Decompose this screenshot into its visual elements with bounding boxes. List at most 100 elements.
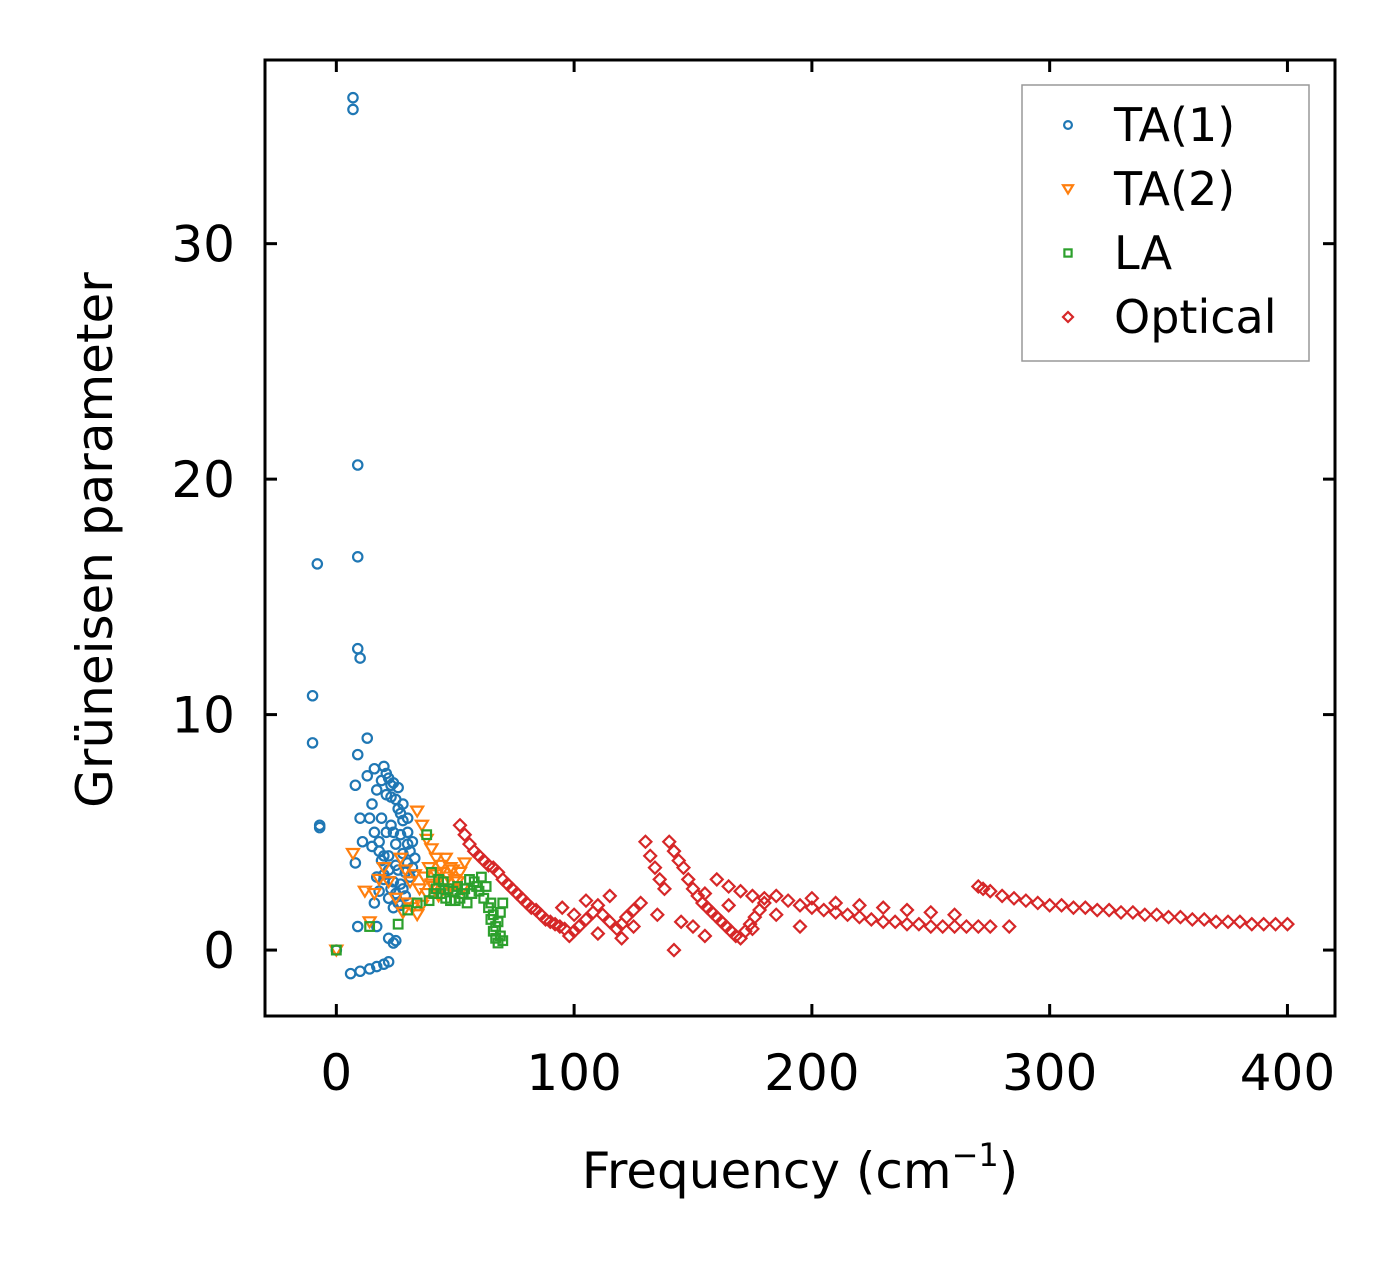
data-point [602, 888, 618, 904]
data-point [397, 798, 409, 810]
data-point [485, 897, 497, 909]
data-point [380, 876, 397, 890]
data-point [958, 918, 975, 935]
data-point [680, 871, 696, 887]
data-point [1149, 907, 1165, 923]
data-point [345, 847, 361, 862]
data-point [851, 897, 868, 913]
data-point [792, 918, 808, 935]
data-point [351, 459, 364, 471]
legend-marker [1061, 184, 1075, 196]
data-point [437, 852, 454, 866]
data-point [1018, 893, 1034, 909]
y-tick-label: 0 [203, 922, 235, 980]
data-point [389, 934, 402, 947]
data-point [875, 900, 891, 916]
data-point [385, 779, 397, 792]
data-point [370, 960, 383, 973]
data-point [911, 916, 927, 932]
data-point [409, 909, 426, 923]
data-point [780, 893, 796, 909]
data-point [364, 921, 376, 932]
legend-entry: LA [1063, 226, 1173, 280]
data-point [411, 883, 428, 897]
data-point [387, 826, 400, 839]
data-point [351, 551, 364, 563]
data-point [666, 942, 682, 958]
data-point [970, 918, 986, 935]
data-point [366, 798, 378, 810]
data-point [349, 857, 362, 869]
data-point [366, 887, 383, 902]
data-point [566, 907, 582, 923]
data-point [363, 812, 376, 824]
data-point [721, 878, 737, 895]
data-point [1042, 897, 1058, 913]
data-point [371, 873, 388, 887]
data-point [411, 897, 423, 909]
data-point [387, 937, 400, 949]
data-point [752, 902, 768, 918]
y-tick-label: 10 [171, 687, 235, 745]
data-point [804, 890, 820, 906]
plot-area [306, 91, 1296, 980]
data-point [351, 642, 364, 655]
data-point [375, 774, 388, 787]
data-point [590, 926, 606, 942]
data-point [637, 834, 654, 850]
legend-label: TA(2) [1113, 162, 1235, 216]
data-point [1220, 914, 1236, 930]
data-point [732, 883, 749, 899]
data-point [492, 937, 504, 949]
data-point [1137, 907, 1153, 923]
axis-ticks [265, 60, 1335, 1016]
data-point [354, 965, 366, 978]
data-point [401, 826, 414, 839]
data-point [1077, 900, 1093, 916]
data-point [354, 652, 366, 664]
x-tick-label: 400 [1240, 1044, 1335, 1102]
x-tick-label: 300 [1002, 1044, 1097, 1102]
data-point [389, 838, 402, 850]
legend-entry: Optical [1061, 290, 1276, 344]
data-point [982, 918, 998, 935]
data-point [566, 923, 582, 939]
data-point [642, 848, 658, 864]
legend-entries: TA(1) TA(2) LA Optical [1061, 98, 1276, 344]
y-tick-label: 30 [171, 216, 235, 274]
data-point [378, 760, 390, 773]
data-point [452, 817, 468, 833]
data-point [935, 918, 951, 935]
data-point [347, 91, 359, 104]
data-point [697, 886, 713, 902]
data-point [490, 921, 502, 932]
data-point [344, 967, 357, 980]
data-point [354, 812, 366, 824]
data-point [614, 930, 630, 946]
data-point [402, 876, 418, 890]
data-point [661, 834, 677, 850]
data-point [426, 866, 437, 878]
data-point [392, 781, 404, 794]
data-point [571, 918, 587, 935]
data-point [1244, 916, 1260, 932]
data-point [649, 907, 665, 923]
x-tick-label: 100 [526, 1044, 621, 1102]
x-tick-label: 0 [320, 1044, 352, 1102]
data-point [1160, 909, 1177, 925]
data-point [721, 897, 737, 913]
data-point [311, 558, 324, 570]
data-point [923, 918, 939, 935]
data-point [625, 918, 642, 935]
data-point [406, 835, 419, 848]
data-point [351, 748, 364, 761]
data-point [590, 897, 606, 913]
data-point [375, 862, 392, 876]
data-point [647, 860, 663, 876]
data-point [306, 737, 319, 749]
data-point [423, 843, 440, 857]
data-point [1113, 904, 1129, 920]
data-point [1101, 902, 1117, 918]
data-point [1267, 916, 1284, 932]
